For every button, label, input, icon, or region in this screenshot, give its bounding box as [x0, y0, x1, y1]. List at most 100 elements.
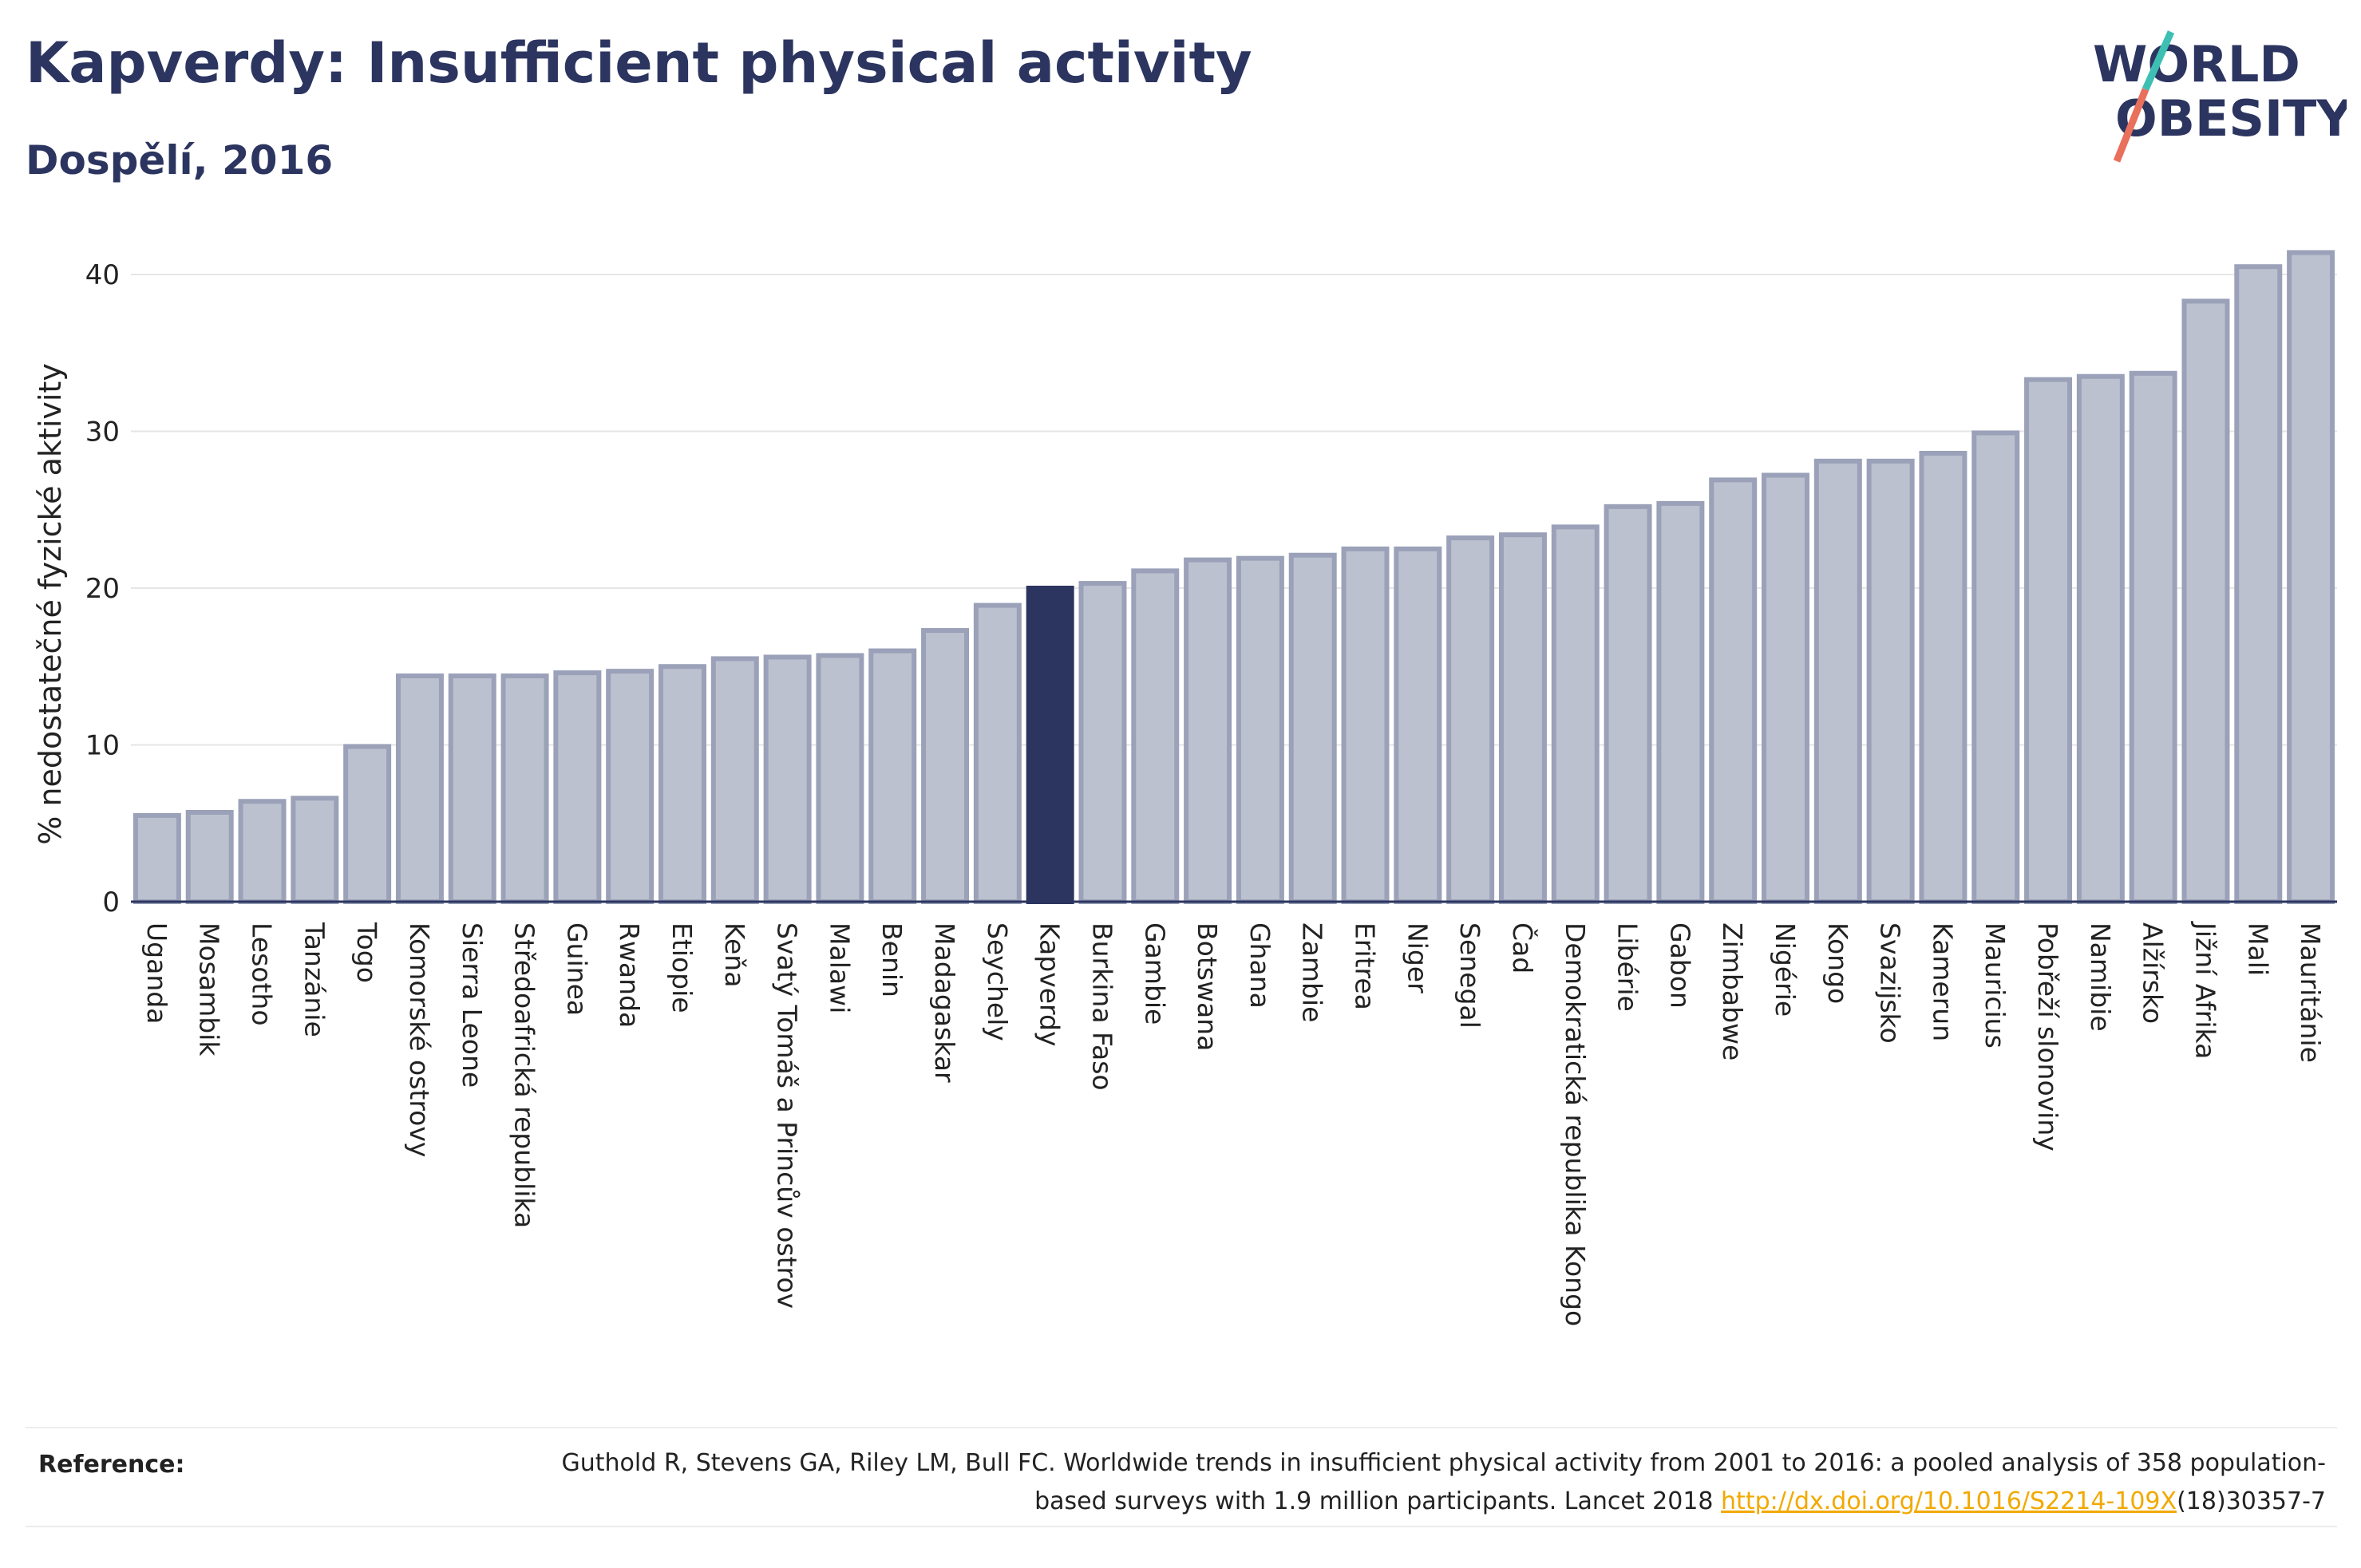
- x-tick-label: Burkina Faso: [1086, 922, 1117, 1091]
- bar-Kongo: [1813, 458, 1862, 904]
- x-tick-label: Nigérie: [1770, 922, 1801, 1017]
- bar-Burkina Faso: [1078, 581, 1127, 904]
- bar-Mali: [2234, 264, 2283, 904]
- x-tick-label: Kapverdy: [1034, 922, 1066, 1047]
- x-tick-label: Lesotho: [247, 922, 278, 1026]
- x-tick-label: Středoafrická republika: [509, 922, 540, 1228]
- x-tick-label: Seychely: [982, 922, 1013, 1041]
- x-tick-label: Ghana: [1244, 922, 1275, 1009]
- x-tick-label: Namibie: [2085, 922, 2116, 1032]
- bar-Středoafrická republika: [500, 673, 549, 904]
- bar-Malawi: [816, 653, 864, 904]
- reference-top-rule: [26, 1427, 2337, 1428]
- x-tick-label: Rwanda: [614, 922, 645, 1028]
- x-tick-label: Guinea: [561, 922, 592, 1016]
- y-axis-ticks: 0 10 20 30 40: [85, 259, 120, 918]
- y-axis-label: % nedostatečné fyzické aktivity: [33, 363, 68, 845]
- x-tick-label: Komorské ostrovy: [404, 922, 435, 1157]
- x-axis-labels: Uganda Mosambik Lesotho Tanzánie Togo Komorsk…: [141, 921, 2326, 1326]
- grid-lines: [131, 274, 2337, 746]
- y-tick-label: 10: [85, 730, 120, 762]
- reference-label: Reference:: [38, 1451, 185, 1479]
- bar-Botswana: [1184, 557, 1232, 904]
- reference-doi-link[interactable]: http://dx.doi.org/10.1016/S2214-109X: [1721, 1487, 2177, 1515]
- x-tick-label: Libérie: [1612, 922, 1643, 1012]
- logo-coral-slash: [2113, 88, 2149, 163]
- bar-Kamerun: [1919, 451, 1968, 904]
- x-tick-label: Tanzánie: [299, 922, 330, 1037]
- bar-Eritrea: [1341, 546, 1390, 904]
- bar-Zimbabwe: [1709, 477, 1758, 904]
- x-tick-label: Mauritánie: [2295, 922, 2326, 1063]
- x-tick-label: Etiopie: [666, 922, 698, 1013]
- y-tick-label: 40: [85, 259, 120, 291]
- logo-teal-slash: [2142, 30, 2175, 91]
- bar-Togo: [343, 744, 392, 905]
- x-tick-label: Mauricius: [1979, 922, 2011, 1049]
- bar-Čad: [1498, 532, 1547, 904]
- x-tick-label: Mali: [2242, 922, 2273, 976]
- bar-Senegal: [1446, 535, 1495, 904]
- x-tick-label: Uganda: [141, 922, 172, 1024]
- bar-Jižní Afrika: [2181, 298, 2230, 904]
- x-tick-label: Benin: [876, 922, 908, 997]
- bar-Nigérie: [1762, 472, 1809, 904]
- bar-Kapverdy: [1026, 586, 1074, 904]
- bar-Niger: [1394, 546, 1442, 904]
- bar-Mauricius: [1971, 430, 2020, 904]
- x-tick-label: Kongo: [1822, 922, 1853, 1004]
- x-tick-label: Botswana: [1192, 922, 1223, 1051]
- x-tick-label: Niger: [1402, 922, 1433, 993]
- x-tick-label: Svazijsko: [1875, 922, 1906, 1044]
- bar-Demokratická republika Kongo: [1551, 524, 1600, 904]
- bar-Benin: [868, 648, 917, 904]
- chart-title: Kapverdy: Insufficient physical activity: [26, 30, 1252, 96]
- bar-Svazijsko: [1866, 458, 1915, 904]
- bar-Rwanda: [606, 669, 655, 905]
- bar-Libérie: [1604, 504, 1652, 904]
- bar-Seychely: [973, 602, 1022, 904]
- bar-Alžírsko: [2129, 370, 2177, 905]
- bar-Gambie: [1131, 568, 1180, 904]
- bars: [132, 250, 2335, 905]
- x-tick-label: Eritrea: [1350, 922, 1381, 1010]
- world-obesity-logo: WORLD OBESITY: [2093, 30, 2347, 163]
- x-tick-label: Keňa: [719, 922, 750, 987]
- x-tick-label: Jižní Afrika: [2189, 921, 2221, 1059]
- x-tick-label: Zambie: [1297, 922, 1328, 1022]
- x-tick-label: Alžírsko: [2138, 922, 2169, 1024]
- logo-line2: OBESITY: [2115, 89, 2347, 148]
- x-tick-label: Togo: [351, 922, 382, 983]
- bar-Zambie: [1288, 552, 1337, 904]
- bar-Etiopie: [658, 664, 706, 904]
- bar-Guinea: [553, 670, 602, 904]
- bar-Komorské ostrovy: [395, 673, 444, 904]
- bar-chart: 0 10 20 30 40 Uganda Mosambik Lesotho Tanzánie T…: [33, 250, 2337, 1326]
- x-tick-label: Gambie: [1139, 922, 1170, 1025]
- bar-Namibie: [2076, 373, 2125, 905]
- x-tick-label: Zimbabwe: [1717, 922, 1748, 1060]
- x-tick-label: Sierra Leone: [457, 922, 488, 1088]
- y-tick-label: 0: [102, 887, 120, 918]
- y-tick-label: 20: [85, 573, 120, 605]
- reference-body: Guthold R, Stevens GA, Riley LM, Bull FC…: [561, 1449, 2326, 1515]
- bar-Pobřeží slonoviny: [2024, 377, 2073, 904]
- x-tick-label: Svatý Tomáš a Princův ostrov: [772, 922, 803, 1309]
- bar-Keňa: [710, 656, 759, 904]
- reference-text: Guthold R, Stevens GA, Riley LM, Bull FC…: [490, 1444, 2326, 1521]
- x-tick-label: Čad: [1507, 922, 1539, 974]
- logo-line1: WORLD: [2093, 35, 2300, 93]
- bar-Mosambik: [185, 809, 234, 904]
- bar-Madagaskar: [921, 628, 970, 904]
- x-tick-label: Pobřeží slonoviny: [2032, 922, 2063, 1151]
- bar-Tanzánie: [291, 796, 339, 904]
- x-tick-label: Malawi: [824, 922, 855, 1013]
- chart-subtitle: Dospělí, 2016: [26, 137, 334, 184]
- bar-Sierra Leone: [448, 673, 496, 904]
- reference-suffix: (18)30357-7: [2177, 1487, 2326, 1515]
- bar-Ghana: [1236, 555, 1284, 904]
- bar-Lesotho: [238, 799, 287, 904]
- bar-Uganda: [132, 812, 181, 904]
- bar-Svatý Tomáš a Princův ostrov: [763, 654, 812, 905]
- x-tick-label: Demokratická republika Kongo: [1560, 922, 1591, 1326]
